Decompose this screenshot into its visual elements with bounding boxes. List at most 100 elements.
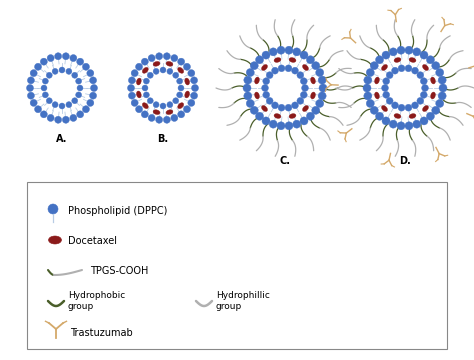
Circle shape xyxy=(397,122,405,130)
Circle shape xyxy=(436,99,444,107)
Ellipse shape xyxy=(185,78,190,85)
Circle shape xyxy=(438,76,446,84)
Text: Trastuzumab: Trastuzumab xyxy=(70,328,133,338)
Circle shape xyxy=(173,72,179,78)
Ellipse shape xyxy=(422,105,428,112)
Circle shape xyxy=(41,85,47,91)
Circle shape xyxy=(421,85,428,91)
Circle shape xyxy=(292,67,299,74)
Circle shape xyxy=(246,49,324,127)
Circle shape xyxy=(405,46,413,54)
Circle shape xyxy=(70,114,77,121)
Circle shape xyxy=(255,112,264,120)
Circle shape xyxy=(432,106,440,114)
Circle shape xyxy=(160,103,166,109)
Circle shape xyxy=(386,98,393,104)
Ellipse shape xyxy=(382,64,387,71)
Ellipse shape xyxy=(166,110,173,114)
Circle shape xyxy=(244,92,252,100)
Circle shape xyxy=(188,99,195,106)
Ellipse shape xyxy=(310,77,315,84)
Ellipse shape xyxy=(142,67,148,73)
Circle shape xyxy=(316,68,324,77)
Circle shape xyxy=(52,68,58,75)
Circle shape xyxy=(87,99,94,106)
Circle shape xyxy=(191,92,198,99)
Circle shape xyxy=(255,56,264,64)
Circle shape xyxy=(297,98,304,104)
Ellipse shape xyxy=(142,103,148,109)
Circle shape xyxy=(55,53,62,60)
Circle shape xyxy=(155,116,163,123)
Circle shape xyxy=(316,99,324,107)
Circle shape xyxy=(52,102,58,108)
Circle shape xyxy=(35,63,42,70)
Circle shape xyxy=(149,75,176,102)
Ellipse shape xyxy=(302,64,309,71)
Circle shape xyxy=(91,85,98,91)
Circle shape xyxy=(312,62,320,70)
Circle shape xyxy=(40,111,47,118)
Text: C.: C. xyxy=(280,156,291,166)
Ellipse shape xyxy=(178,103,183,109)
Circle shape xyxy=(389,120,397,128)
Circle shape xyxy=(177,92,182,98)
Circle shape xyxy=(63,116,69,123)
Circle shape xyxy=(59,103,65,109)
Circle shape xyxy=(432,62,440,70)
Circle shape xyxy=(131,99,138,106)
Circle shape xyxy=(366,68,374,77)
Ellipse shape xyxy=(374,77,379,84)
Text: D.: D. xyxy=(399,156,411,166)
Circle shape xyxy=(90,77,97,84)
Circle shape xyxy=(411,102,419,109)
Circle shape xyxy=(266,72,273,78)
Circle shape xyxy=(269,48,277,56)
Circle shape xyxy=(383,91,390,98)
Circle shape xyxy=(417,72,424,78)
Circle shape xyxy=(306,56,314,64)
Circle shape xyxy=(278,104,285,111)
Circle shape xyxy=(375,112,383,120)
Circle shape xyxy=(312,106,320,114)
Circle shape xyxy=(42,78,48,84)
Circle shape xyxy=(90,92,97,99)
Circle shape xyxy=(147,72,153,78)
Circle shape xyxy=(136,63,143,70)
Circle shape xyxy=(40,58,47,65)
Circle shape xyxy=(272,67,278,74)
Circle shape xyxy=(82,63,90,70)
Circle shape xyxy=(375,56,383,64)
Circle shape xyxy=(364,76,372,84)
Circle shape xyxy=(370,62,378,70)
Circle shape xyxy=(411,67,419,74)
Circle shape xyxy=(278,65,285,72)
Circle shape xyxy=(130,55,196,121)
Circle shape xyxy=(47,114,54,121)
Circle shape xyxy=(55,116,62,123)
Circle shape xyxy=(46,72,52,78)
Circle shape xyxy=(417,98,424,104)
Circle shape xyxy=(285,122,293,130)
Circle shape xyxy=(42,92,48,98)
Circle shape xyxy=(250,62,258,70)
Text: TPGS-COOH: TPGS-COOH xyxy=(90,266,148,276)
Circle shape xyxy=(77,58,84,65)
Circle shape xyxy=(30,99,37,106)
Circle shape xyxy=(364,92,372,100)
Circle shape xyxy=(398,104,405,111)
Circle shape xyxy=(270,73,300,103)
Circle shape xyxy=(262,85,268,91)
Circle shape xyxy=(392,67,399,74)
Circle shape xyxy=(72,72,78,78)
Ellipse shape xyxy=(262,64,267,71)
Circle shape xyxy=(285,65,292,72)
Circle shape xyxy=(48,204,58,214)
Circle shape xyxy=(131,69,138,77)
Ellipse shape xyxy=(137,78,141,85)
Circle shape xyxy=(386,72,393,78)
Circle shape xyxy=(148,55,155,62)
Circle shape xyxy=(397,46,405,54)
Circle shape xyxy=(272,102,278,109)
Ellipse shape xyxy=(178,67,183,73)
